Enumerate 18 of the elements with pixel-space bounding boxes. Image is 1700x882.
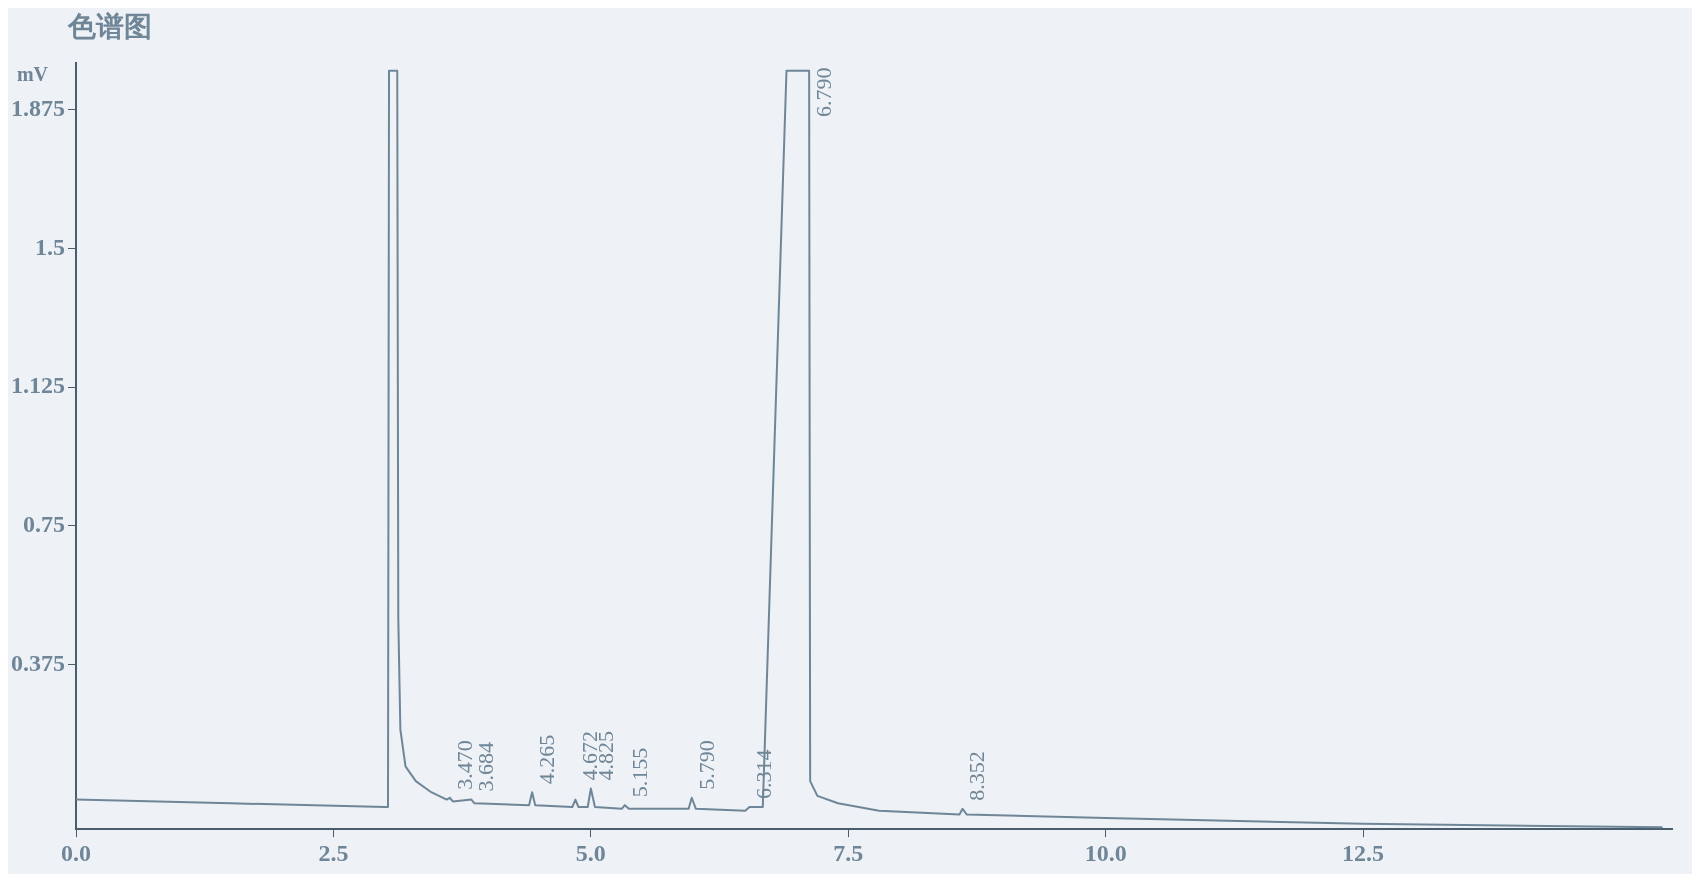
x-tick-label: 10.0 xyxy=(1084,839,1127,866)
y-tick-label: 1.5 xyxy=(35,233,65,260)
annotation: 5.790 xyxy=(693,740,719,790)
x-tick-label: 7.5 xyxy=(833,839,864,866)
y-axis-title: mV xyxy=(16,62,49,85)
annotation: 8.352 xyxy=(964,751,990,801)
x-tick-label: 5.0 xyxy=(575,839,606,866)
annotation: 6.790 xyxy=(810,67,836,117)
x-tick-label: 2.5 xyxy=(318,839,349,866)
annotation: 5.155 xyxy=(626,747,652,798)
x-tick-label: 0.0 xyxy=(61,839,91,866)
y-tick-label: 0.375 xyxy=(11,649,65,676)
y-tick-label: 0.75 xyxy=(23,511,65,538)
annotation: 4.265 xyxy=(533,734,559,785)
y-tick-label: 1.875 xyxy=(11,94,65,121)
chart-title: 色谱图 xyxy=(68,9,152,45)
x-tick-label: 12.5 xyxy=(1342,839,1385,866)
y-tick-label: 1.125 xyxy=(11,372,65,399)
